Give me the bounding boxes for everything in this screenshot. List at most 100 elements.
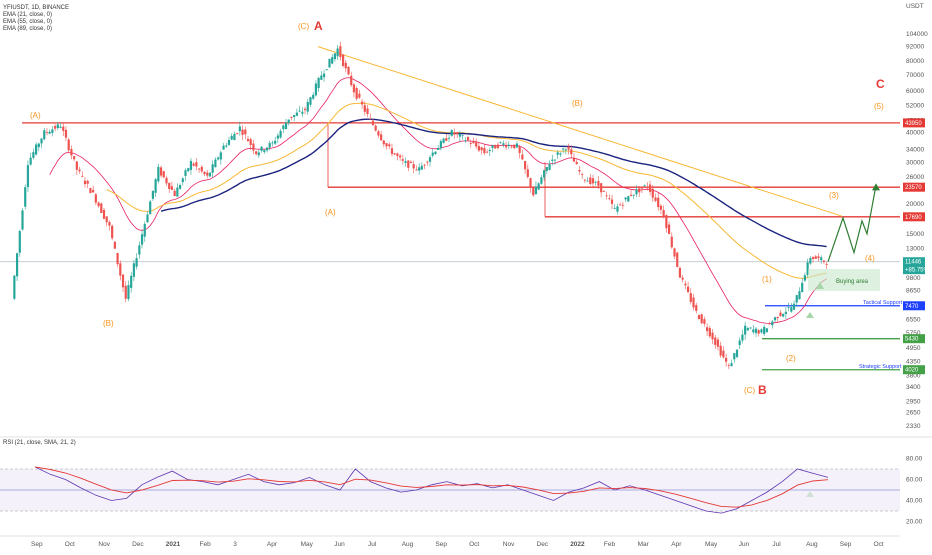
candle-body	[619, 204, 622, 206]
candle-body	[526, 169, 529, 177]
candle-body	[157, 166, 160, 182]
wave-label-c-top: (C)	[298, 22, 309, 31]
candle-body	[714, 337, 717, 345]
candle-body	[59, 126, 62, 128]
candle-body	[18, 231, 21, 253]
candle-body	[776, 316, 779, 319]
candle-body	[733, 353, 736, 360]
price-axis-tick: 92000	[906, 44, 924, 51]
candle-body	[651, 188, 654, 198]
candle-body	[594, 181, 597, 183]
candle-body	[62, 126, 65, 131]
candle-body	[722, 350, 725, 358]
candle-body	[200, 166, 203, 172]
candle-body	[597, 180, 600, 186]
candle-body	[249, 139, 252, 145]
candle-body	[165, 177, 168, 184]
candle-body	[472, 140, 475, 144]
candle-body	[252, 143, 255, 151]
candle-body	[773, 317, 777, 321]
candle-body	[686, 286, 690, 293]
time-axis-tick: Sep	[31, 541, 43, 548]
candle-body	[64, 129, 68, 138]
candle-body	[567, 146, 570, 150]
candle-body	[735, 349, 739, 357]
candle-body	[390, 148, 394, 154]
wave-label-4: (4)	[865, 254, 875, 263]
price-tag-label: 4020	[905, 368, 919, 374]
candle-body	[738, 340, 741, 346]
candle-body	[119, 263, 122, 276]
candle-body	[236, 133, 239, 134]
candle-body	[825, 263, 828, 265]
price-tag-label: +85.75%	[905, 268, 930, 274]
candle-body	[518, 146, 521, 153]
candle-body	[532, 188, 535, 196]
candle-body	[809, 258, 812, 264]
candle-body	[56, 124, 59, 129]
candle-body	[678, 267, 682, 278]
buying-area-label: Buying area	[836, 279, 869, 285]
time-axis-tick: Sep	[435, 541, 447, 548]
price-axis-tick: 2950	[906, 399, 921, 406]
price-tag-label: 7470	[905, 304, 919, 310]
candle-body	[586, 180, 589, 182]
candle-body	[407, 160, 410, 168]
candle-body	[230, 135, 233, 140]
candle-body	[151, 190, 155, 199]
candle-body	[605, 195, 608, 197]
candle-body	[217, 157, 220, 160]
candle-body	[309, 97, 312, 105]
candle-body	[227, 139, 231, 145]
candle-body	[111, 225, 114, 239]
candle-body	[21, 210, 24, 230]
candle-body	[572, 158, 576, 162]
candle-body	[667, 224, 671, 234]
time-axis-tick: May	[301, 541, 314, 548]
time-axis-tick: Aug	[806, 541, 818, 548]
candle-body	[749, 327, 752, 329]
candle-body	[78, 169, 81, 172]
candle-body	[176, 187, 179, 197]
time-axis-tick: Dec	[537, 541, 549, 548]
time-axis-tick: Nov	[98, 541, 110, 548]
candle-body	[241, 129, 244, 135]
candle-body	[208, 172, 212, 177]
candle-body	[624, 197, 627, 200]
candle-body	[233, 133, 236, 141]
candle-body	[442, 138, 445, 143]
candle-body	[187, 168, 190, 172]
candle-body	[415, 169, 418, 171]
price-tag	[903, 212, 925, 222]
candle-body	[469, 142, 472, 144]
candle-body	[790, 307, 793, 312]
time-axis-tick: 3	[233, 541, 237, 548]
candle-body	[282, 125, 285, 130]
candle-body	[529, 178, 532, 189]
candle-body	[521, 154, 524, 160]
candle-body	[404, 161, 407, 163]
candle-body	[295, 112, 298, 116]
candle-body	[388, 144, 391, 147]
price-axis-tick: 104000	[906, 31, 928, 38]
candle-body	[583, 179, 586, 181]
time-axis-tick: Jun	[739, 541, 750, 548]
candle-body	[130, 275, 133, 288]
candle-body	[670, 236, 673, 248]
candle-body	[706, 327, 709, 332]
candle-body	[393, 153, 396, 155]
candle-body	[154, 179, 157, 193]
candle-body	[268, 143, 271, 148]
candle-body	[360, 101, 364, 105]
candle-body	[445, 138, 448, 141]
candle-body	[591, 178, 595, 184]
wave-label-b-left: (B)	[103, 319, 114, 328]
candle-body	[34, 144, 38, 155]
candle-body	[322, 73, 326, 78]
candle-body	[279, 130, 282, 138]
candle-body	[504, 145, 508, 148]
candle-body	[491, 145, 494, 149]
candle-body	[543, 170, 546, 178]
candle-body	[333, 53, 337, 60]
candle-body	[510, 146, 513, 148]
